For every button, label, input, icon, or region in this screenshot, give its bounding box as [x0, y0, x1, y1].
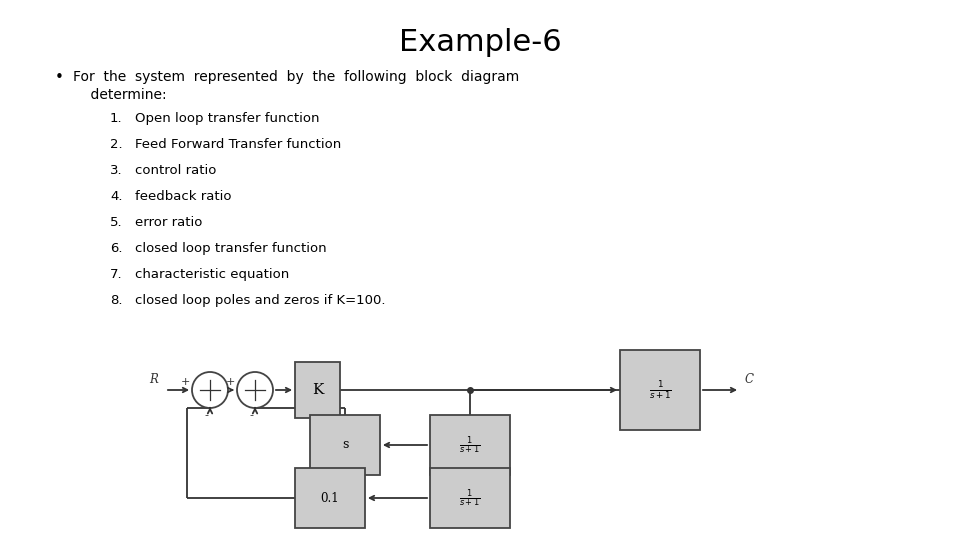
- Text: characteristic equation: characteristic equation: [135, 268, 289, 281]
- Text: Example-6: Example-6: [398, 28, 562, 57]
- Text: 4.: 4.: [110, 190, 123, 203]
- Text: +: +: [226, 377, 235, 387]
- Text: feedback ratio: feedback ratio: [135, 190, 231, 203]
- Text: closed loop transfer function: closed loop transfer function: [135, 242, 326, 255]
- Text: Open loop transfer function: Open loop transfer function: [135, 112, 320, 125]
- Bar: [620, 350, 700, 430]
- Text: K: K: [312, 383, 324, 397]
- Text: For  the  system  represented  by  the  following  block  diagram: For the system represented by the follow…: [73, 70, 519, 84]
- Text: •: •: [55, 70, 64, 85]
- Text: C: C: [745, 373, 754, 386]
- Circle shape: [192, 372, 228, 408]
- Text: +: +: [180, 377, 190, 387]
- Text: $\frac{1}{s+1}$: $\frac{1}{s+1}$: [649, 379, 671, 401]
- Bar: [430, 415, 510, 475]
- Bar: [295, 468, 365, 528]
- Text: s: s: [342, 438, 348, 451]
- Text: 0.1: 0.1: [321, 491, 339, 504]
- Text: $\frac{1}{s+1}$: $\frac{1}{s+1}$: [459, 434, 481, 456]
- Bar: [310, 415, 380, 475]
- Text: $\frac{1}{s+1}$: $\frac{1}{s+1}$: [459, 487, 481, 509]
- Bar: [430, 468, 510, 528]
- Text: 2.: 2.: [110, 138, 123, 151]
- Text: 6.: 6.: [110, 242, 123, 255]
- Text: control ratio: control ratio: [135, 164, 216, 177]
- Text: -: -: [204, 410, 208, 420]
- Bar: [295, 362, 340, 418]
- Text: Feed Forward Transfer function: Feed Forward Transfer function: [135, 138, 341, 151]
- Text: R: R: [149, 373, 158, 386]
- Text: 3.: 3.: [110, 164, 123, 177]
- Text: -: -: [249, 410, 253, 420]
- Text: error ratio: error ratio: [135, 216, 203, 229]
- Circle shape: [237, 372, 273, 408]
- Text: 7.: 7.: [110, 268, 123, 281]
- Text: 8.: 8.: [110, 294, 123, 307]
- Text: closed loop poles and zeros if K=100.: closed loop poles and zeros if K=100.: [135, 294, 386, 307]
- Text: determine:: determine:: [73, 88, 167, 102]
- Text: 5.: 5.: [110, 216, 123, 229]
- Text: 1.: 1.: [110, 112, 123, 125]
